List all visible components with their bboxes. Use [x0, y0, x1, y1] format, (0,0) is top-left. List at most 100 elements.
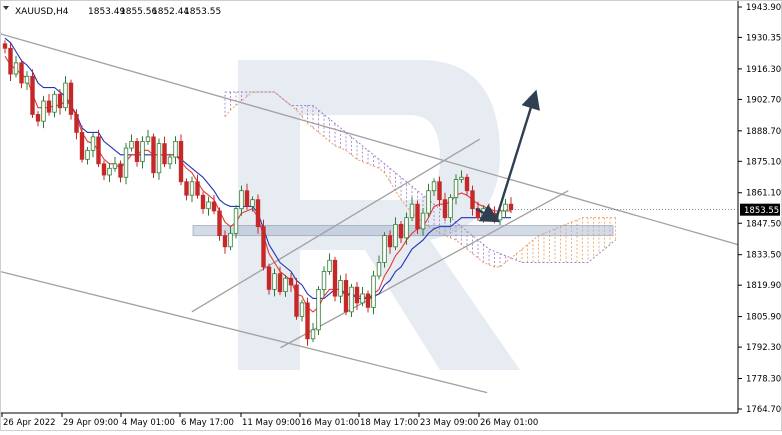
candle-body	[118, 163, 123, 178]
open-value: 1853.49	[88, 7, 125, 17]
candle-body	[255, 199, 261, 228]
candle	[316, 286, 321, 335]
candle	[448, 194, 453, 223]
candle	[244, 183, 250, 210]
candle-body	[63, 82, 68, 109]
candle-body	[107, 167, 112, 176]
y-tick-label: 1819.90	[746, 281, 781, 291]
candle	[404, 212, 409, 245]
candle	[332, 256, 338, 302]
candle-body	[503, 203, 508, 212]
y-tick-label: 1792.30	[746, 343, 781, 353]
x-tick-label: 11 May 09:00	[242, 418, 300, 428]
candle-body	[288, 277, 294, 286]
symbol-label: XAUUSD,H4	[15, 7, 69, 17]
y-tick-label: 1930.35	[746, 33, 781, 43]
candle	[437, 176, 442, 207]
candle-body	[123, 147, 129, 178]
candle-body	[332, 259, 338, 297]
candle-body	[299, 302, 305, 317]
x-axis: 26 Apr 2022 29 Apr 09:00 4 May 01:00 6 May …	[1, 413, 538, 428]
candle-body	[156, 143, 162, 174]
forecast-arrow-up	[494, 89, 540, 221]
y-tick-label: 1902.70	[746, 95, 781, 105]
candle-body	[398, 223, 404, 239]
y-tick-label: 1805.90	[746, 313, 781, 323]
candle	[162, 136, 167, 168]
candle-body	[184, 181, 189, 196]
dropdown-triangle-icon[interactable]	[3, 6, 9, 10]
candle-body	[90, 136, 96, 151]
candle	[112, 156, 118, 172]
candle-body	[35, 114, 41, 122]
candle	[288, 273, 294, 292]
candle-body	[79, 132, 85, 160]
candle	[206, 196, 211, 216]
candle	[222, 230, 228, 254]
candle-body	[453, 179, 459, 198]
y-tick-label: 1778.30	[746, 374, 781, 384]
candle-body	[261, 226, 266, 268]
candle-body	[129, 140, 134, 149]
candle-body	[360, 293, 365, 304]
candle-body	[195, 181, 200, 196]
candle	[145, 129, 151, 145]
candle	[327, 253, 332, 275]
x-tick-label: 29 Apr 09:00	[63, 418, 118, 428]
candle-body	[310, 329, 316, 340]
candle-body	[41, 100, 46, 122]
candle-body	[283, 277, 288, 293]
candle	[349, 283, 354, 318]
candle-body	[239, 190, 244, 210]
candle	[415, 200, 420, 235]
candle	[46, 94, 52, 116]
candle	[310, 322, 316, 343]
candle-body	[420, 212, 426, 230]
chart-header: XAUUSD,H4 1853.49 1855.56 1852.44 1853.5…	[3, 6, 221, 17]
candle-body	[437, 181, 442, 201]
candle-body	[217, 210, 222, 236]
candle	[2, 40, 8, 54]
candle-body	[327, 259, 332, 272]
x-tick-label: 26 Apr 2022	[3, 418, 56, 428]
candle-body	[486, 208, 492, 214]
candle	[57, 89, 63, 115]
x-tick-label: 6 May 17:00	[181, 418, 234, 428]
candle-body	[162, 143, 167, 165]
candle	[299, 299, 305, 322]
low-value: 1852.44	[152, 7, 189, 17]
candle-body	[178, 140, 184, 183]
channel-line	[280, 190, 569, 349]
y-tick-label: 1943.90	[746, 3, 781, 13]
candle	[200, 191, 206, 214]
candle-body	[68, 82, 74, 115]
candle	[101, 160, 107, 181]
candle	[343, 273, 349, 316]
x-tick-label: 4 May 01:00	[122, 418, 175, 428]
candle	[68, 79, 74, 120]
candle-body	[365, 293, 371, 308]
candle	[35, 111, 41, 127]
candle	[151, 133, 156, 178]
current-price-tag	[740, 203, 780, 216]
candle-body	[387, 235, 393, 248]
candle	[398, 221, 404, 243]
candle-body	[393, 223, 398, 248]
candle-body	[470, 190, 475, 210]
candle-body	[101, 163, 107, 176]
forecast-arrow-down	[475, 204, 501, 223]
candle	[167, 153, 173, 169]
candle-body	[250, 199, 255, 207]
candle-body	[2, 43, 8, 49]
candle-body	[338, 280, 343, 297]
candle-body	[382, 235, 387, 263]
senkou-span-b-line	[225, 91, 616, 264]
candle-body	[46, 100, 52, 113]
candle	[107, 163, 112, 182]
candle-body	[277, 273, 283, 293]
candle	[195, 174, 200, 199]
candle-body	[222, 235, 228, 248]
candle	[354, 282, 360, 310]
candle	[387, 230, 393, 254]
candle	[211, 194, 217, 215]
